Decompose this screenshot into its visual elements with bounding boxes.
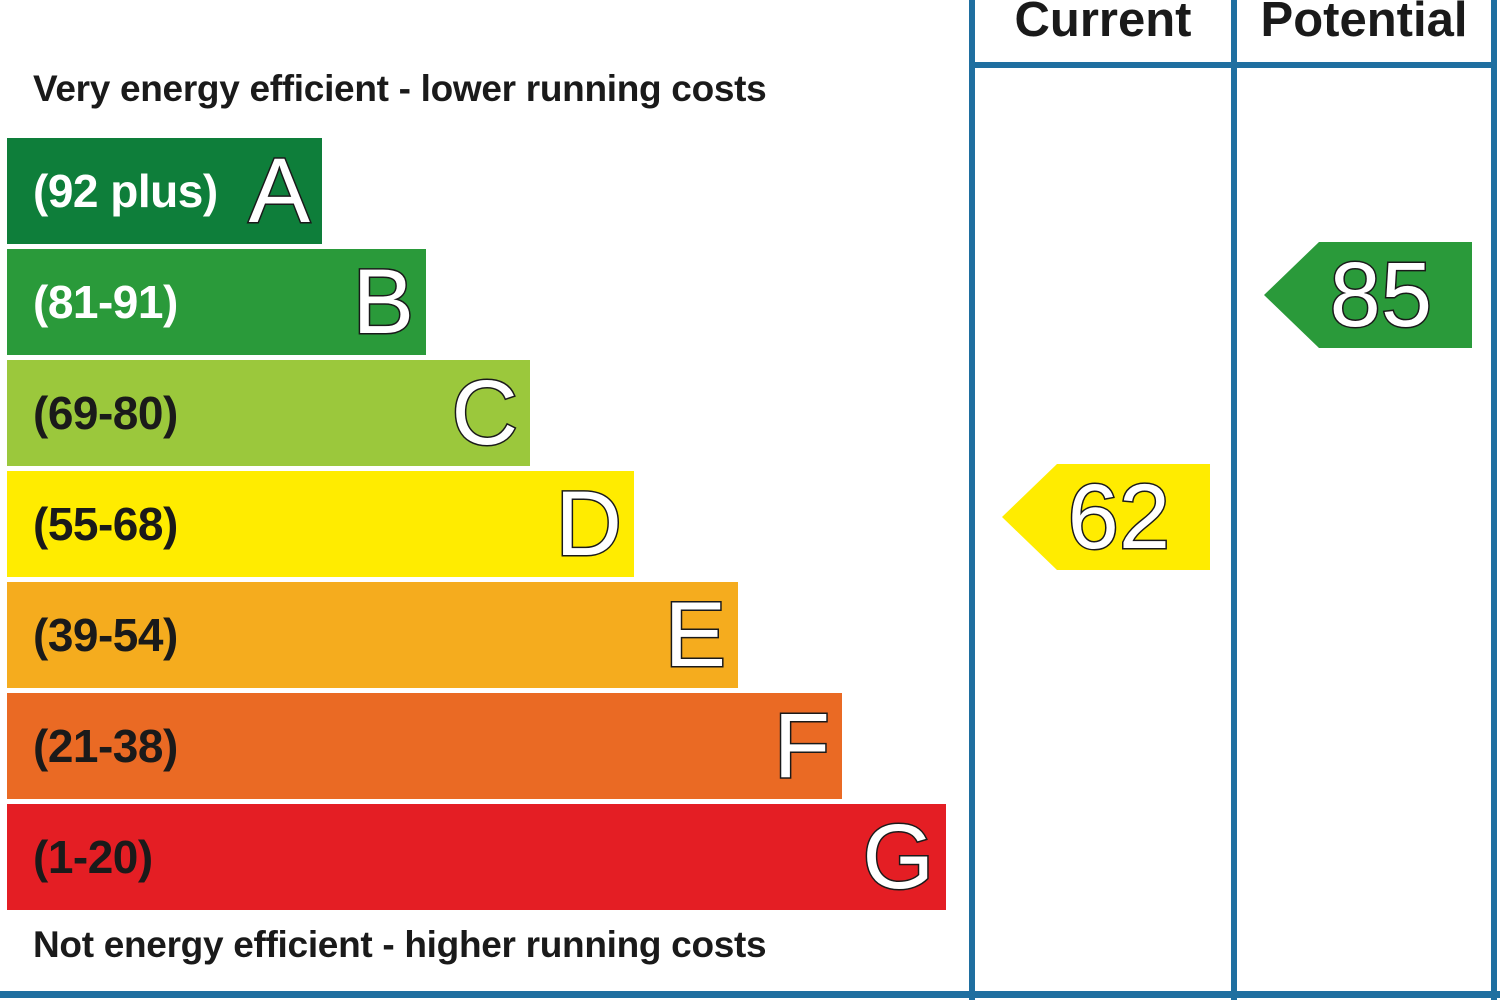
divider-left	[969, 0, 975, 1000]
band-range-label: (81-91)	[33, 276, 178, 328]
divider-middle	[1231, 0, 1237, 1000]
band-range-label: (92 plus)	[33, 165, 218, 217]
band-range-label: (69-80)	[33, 387, 178, 439]
header-rule	[975, 62, 1497, 68]
rating-arrow-shape	[1264, 242, 1472, 348]
top-caption: Very energy efficient - lower running co…	[33, 68, 767, 109]
current-rating-value: 62	[1066, 465, 1171, 570]
band-range-label: (55-68)	[33, 498, 178, 550]
band-b: (81-91) B	[7, 249, 426, 355]
band-letter: G	[861, 805, 936, 910]
potential-rating-arrow: 85	[1264, 242, 1472, 348]
band-a: (92 plus) A	[7, 138, 322, 244]
band-letter: C	[450, 361, 519, 466]
divider-right	[1491, 0, 1497, 1000]
band-letter: B	[351, 250, 415, 355]
band-range-label: (1-20)	[33, 831, 153, 883]
rating-arrow-shape	[1002, 464, 1210, 570]
band-g: (1-20) G	[7, 804, 946, 910]
current-rating-arrow: 62	[1002, 464, 1210, 570]
potential-rating-value: 85	[1328, 243, 1433, 348]
band-range-label: (39-54)	[33, 609, 178, 661]
rating-arrow-fill	[1264, 242, 1472, 348]
band-range-label: (21-38)	[33, 720, 178, 772]
band-letter: E	[663, 583, 727, 688]
bottom-caption: Not energy efficient - higher running co…	[33, 924, 767, 965]
potential-column-header: Potential	[1260, 0, 1468, 47]
bottom-rule	[0, 991, 1500, 998]
band-letter: F	[772, 694, 831, 799]
current-column-header: Current	[1014, 0, 1192, 47]
band-e: (39-54) E	[7, 582, 738, 688]
band-c: (69-80) C	[7, 360, 530, 466]
band-letter: D	[554, 472, 623, 577]
band-letter: A	[247, 139, 311, 244]
rating-arrow-fill	[1002, 464, 1210, 570]
band-d: (55-68) D	[7, 471, 634, 577]
band-f: (21-38) F	[7, 693, 842, 799]
